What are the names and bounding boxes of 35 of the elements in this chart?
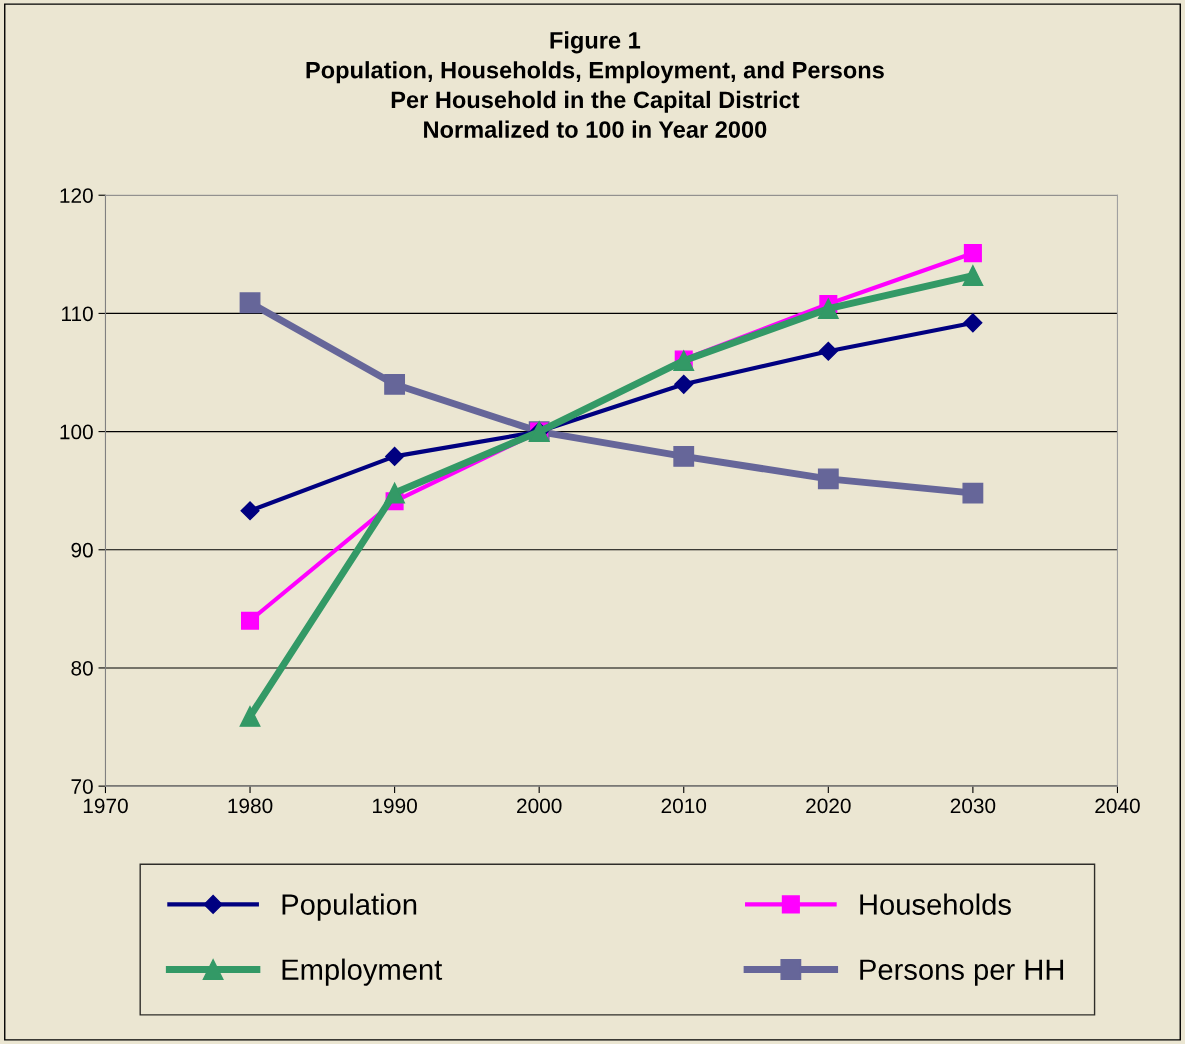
x-tick-label: 1970	[83, 798, 128, 814]
legend-label: Households	[860, 893, 1011, 915]
point	[962, 265, 984, 287]
point	[385, 446, 405, 466]
point	[239, 292, 261, 314]
x-tick-label: 1980	[228, 798, 273, 814]
point	[241, 611, 260, 630]
x-tick-label: 2040	[1095, 798, 1140, 814]
y-tick-label: 80	[71, 660, 93, 676]
x-tick-label: 1990	[373, 798, 417, 814]
legend-label: Employment	[282, 958, 443, 986]
y-tick-label: 70	[71, 779, 93, 794]
point	[962, 482, 984, 504]
point	[963, 244, 982, 263]
point	[240, 501, 260, 521]
y-tick-label: 120	[60, 188, 93, 203]
point	[384, 482, 406, 504]
y-tick-label: 90	[71, 542, 93, 558]
y-tick-label: 110	[62, 306, 93, 322]
chart-title: Figure 1 Population, Households, Employment, and Persons Per Household in the Capital District Normalized to 100 in Year 2000	[306, 31, 884, 138]
point	[818, 341, 838, 361]
x-tick-label: 2010	[661, 798, 707, 814]
point	[384, 373, 406, 395]
point	[239, 705, 261, 727]
x-tick-label: 2020	[806, 798, 851, 814]
legend-label: Population	[282, 893, 417, 921]
y-tick-label: 100	[60, 424, 93, 440]
point	[674, 374, 694, 394]
x-tick-label: 2000	[517, 798, 562, 814]
x-tick-label: 2030	[950, 798, 996, 814]
legend-label: Persons per HH	[860, 959, 1064, 986]
point	[817, 298, 839, 320]
point	[963, 313, 983, 333]
point	[817, 468, 839, 490]
point	[673, 445, 695, 467]
